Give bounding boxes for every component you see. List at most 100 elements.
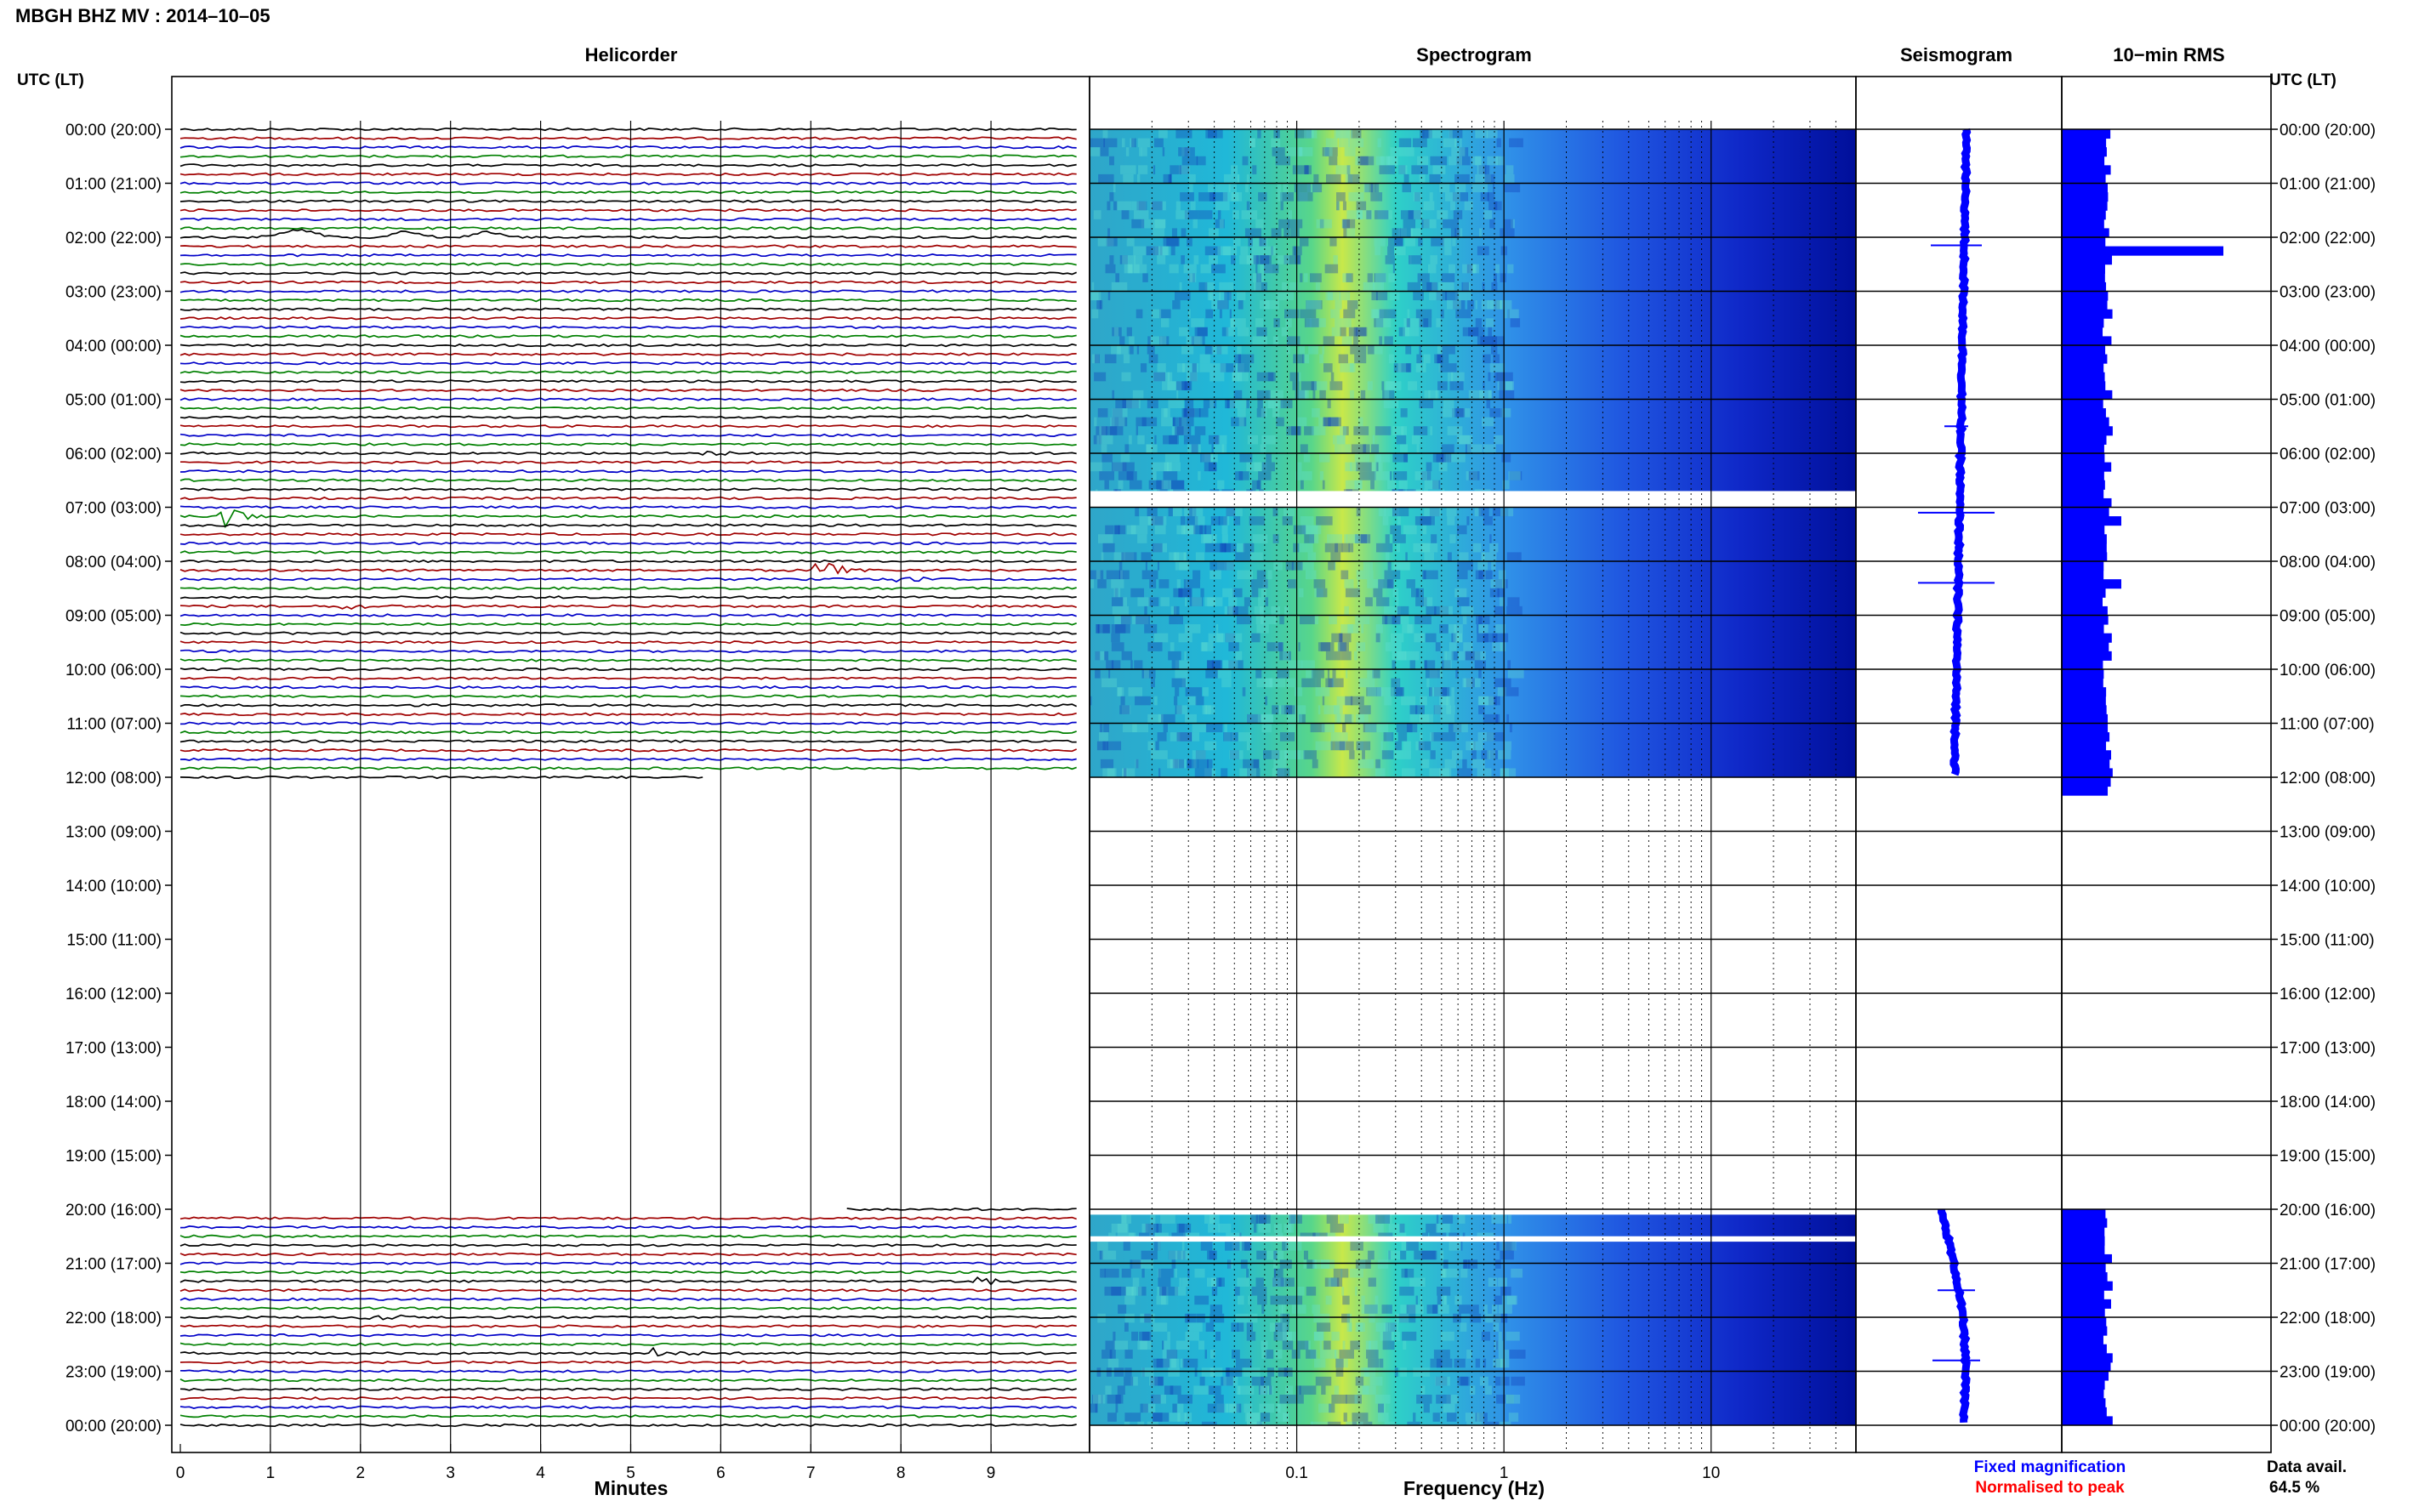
time-tick-label-right: 06:00 (02:00) (2280, 446, 2376, 463)
spectrogram-texture (1282, 1322, 1288, 1332)
spectrogram-texture (1276, 1322, 1281, 1332)
spectrogram-texture (1124, 1367, 1132, 1377)
spectrogram-texture (1422, 570, 1426, 580)
spectrogram-texture (1396, 597, 1399, 606)
spectrogram-texture (1477, 561, 1488, 571)
spectrogram-texture (1243, 1367, 1261, 1377)
spectrogram-texture (1415, 588, 1424, 598)
spectrogram-texture (1370, 480, 1375, 490)
spectrogram-texture (1306, 1287, 1317, 1296)
spectrogram-texture (1203, 534, 1217, 543)
spectrogram-texture (1153, 1413, 1163, 1422)
spectrogram-texture (1218, 1223, 1232, 1233)
spectrogram-texture (1257, 129, 1261, 139)
spectrogram-texture (1130, 138, 1135, 148)
spectrogram-texture (1415, 741, 1425, 751)
spectrogram-texture (1357, 156, 1369, 166)
spectrogram-texture (1163, 471, 1178, 480)
spectrogram-texture (1392, 228, 1401, 237)
spectrogram-texture (1175, 660, 1190, 669)
spectrogram-texture (1226, 1232, 1241, 1236)
spectrogram-texture (1090, 147, 1101, 156)
time-tick-label-left: 16:00 (12:00) (65, 986, 162, 1003)
spectrogram-texture (1267, 570, 1272, 580)
spectrogram-texture (1397, 605, 1409, 616)
spectrogram-texture (1432, 453, 1446, 463)
spectrogram-texture (1238, 1385, 1255, 1395)
spectrogram-texture (1210, 399, 1215, 409)
spectrogram-texture (1497, 687, 1507, 696)
spectrogram-texture (1477, 246, 1489, 256)
helicorder-trace (179, 1261, 1077, 1265)
helicorder-trace (179, 289, 1077, 293)
spectrogram-texture (1133, 210, 1149, 219)
spectrogram-texture (1345, 713, 1352, 724)
spectrogram-texture (1157, 1268, 1162, 1278)
spectrogram-texture (1454, 291, 1471, 301)
spectrogram-texture (1453, 723, 1468, 733)
spectrogram-texture (1456, 435, 1473, 445)
spectrogram-texture (1460, 147, 1466, 156)
spectrogram-texture (1471, 651, 1486, 661)
spectrogram-texture (1413, 1413, 1416, 1422)
spectrogram-texture (1432, 165, 1446, 174)
rms-bar (2062, 605, 2108, 616)
spectrogram-texture (1090, 1403, 1098, 1413)
spectrogram-texture (1125, 147, 1130, 156)
spectrogram-texture (1294, 705, 1306, 714)
spectrogram-texture (1487, 750, 1490, 759)
spectrogram-texture (1496, 1395, 1506, 1404)
spectrogram-texture (1306, 129, 1314, 139)
spectrogram-texture (1422, 363, 1426, 372)
spectrogram-texture (1507, 228, 1515, 237)
spectrogram-texture (1399, 1223, 1405, 1233)
spectrogram-texture (1187, 696, 1197, 706)
spectrogram-texture (1340, 327, 1346, 337)
helicorder-trace (179, 1252, 1077, 1257)
spectrogram-texture (1204, 597, 1215, 606)
spectrogram-texture (1375, 633, 1380, 643)
spectrogram-texture (1437, 1287, 1451, 1296)
spectrogram-texture (1135, 696, 1152, 706)
time-tick-label-left: 11:00 (07:00) (66, 716, 162, 734)
spectrogram-texture (1280, 399, 1293, 409)
spectrogram-texture (1464, 201, 1473, 211)
spectrogram-texture (1100, 723, 1103, 733)
spectrogram-texture (1113, 1331, 1116, 1341)
spectrogram-texture (1429, 768, 1441, 777)
spectrogram-texture (1368, 1277, 1376, 1287)
rms-bar (2062, 660, 2103, 670)
spectrogram-texture (1436, 1358, 1453, 1368)
spectrogram-texture (1162, 381, 1176, 390)
spectrogram-texture (1257, 1295, 1267, 1305)
spectrogram-texture (1150, 1214, 1156, 1224)
spectrogram-texture (1158, 768, 1161, 777)
spectrogram-texture (1252, 534, 1268, 543)
rms-bar (2062, 1253, 2113, 1264)
spectrogram-texture (1198, 210, 1213, 219)
spectrogram-texture (1184, 147, 1189, 156)
spectrogram-texture (1329, 237, 1337, 247)
spectrogram-texture (1315, 687, 1330, 696)
spectrogram-texture (1237, 1295, 1244, 1305)
spectrogram-texture (1153, 228, 1165, 237)
spectrogram-texture (1434, 354, 1449, 364)
spectrogram-texture (1122, 723, 1137, 733)
spectrogram-texture (1101, 426, 1118, 435)
spectrogram-texture (1098, 624, 1101, 634)
spectrogram-texture (1470, 1385, 1476, 1395)
spectrogram-texture (1504, 687, 1519, 696)
time-tick-label-left: 06:00 (02:00) (65, 446, 162, 463)
helicorder-trace (179, 244, 1077, 248)
spectrogram-texture (1321, 1385, 1326, 1395)
spectrogram-texture (1395, 741, 1402, 751)
spectrogram-texture (1232, 1350, 1240, 1359)
spectrogram-texture (1391, 687, 1403, 696)
spectrogram-texture (1134, 660, 1143, 669)
spectrogram-texture (1478, 507, 1489, 517)
spectrogram-texture (1347, 300, 1358, 310)
spectrogram-texture (1392, 588, 1399, 598)
spectrogram-texture (1137, 435, 1145, 445)
helicorder-x-label: Minutes (595, 1477, 669, 1499)
spectrogram-texture (1491, 561, 1496, 571)
